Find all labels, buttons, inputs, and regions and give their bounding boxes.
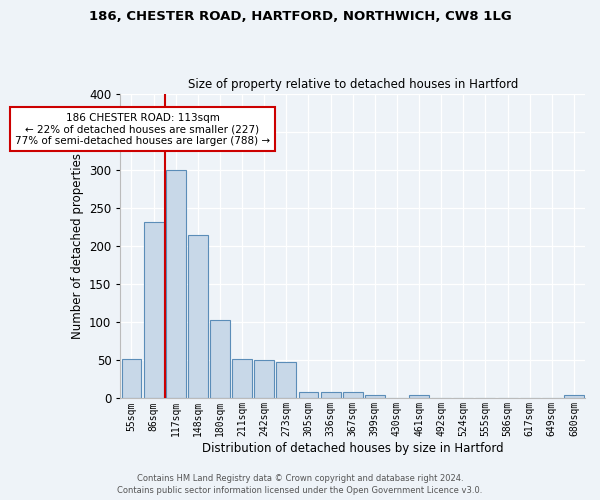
X-axis label: Distribution of detached houses by size in Hartford: Distribution of detached houses by size … bbox=[202, 442, 503, 455]
Bar bbox=[299, 392, 319, 398]
Bar bbox=[210, 320, 230, 398]
Bar bbox=[409, 396, 429, 398]
Y-axis label: Number of detached properties: Number of detached properties bbox=[71, 153, 83, 339]
Bar bbox=[122, 359, 142, 399]
Bar bbox=[277, 362, 296, 399]
Bar bbox=[320, 392, 341, 398]
Bar bbox=[343, 392, 362, 398]
Text: Contains HM Land Registry data © Crown copyright and database right 2024.
Contai: Contains HM Land Registry data © Crown c… bbox=[118, 474, 482, 495]
Bar bbox=[254, 360, 274, 399]
Bar bbox=[166, 170, 185, 398]
Bar bbox=[188, 234, 208, 398]
Bar bbox=[365, 394, 385, 398]
Title: Size of property relative to detached houses in Hartford: Size of property relative to detached ho… bbox=[188, 78, 518, 91]
Text: 186 CHESTER ROAD: 113sqm
← 22% of detached houses are smaller (227)
77% of semi-: 186 CHESTER ROAD: 113sqm ← 22% of detach… bbox=[15, 112, 270, 146]
Bar bbox=[564, 396, 584, 398]
Bar bbox=[232, 359, 252, 399]
Text: 186, CHESTER ROAD, HARTFORD, NORTHWICH, CW8 1LG: 186, CHESTER ROAD, HARTFORD, NORTHWICH, … bbox=[89, 10, 511, 23]
Bar bbox=[143, 222, 164, 398]
